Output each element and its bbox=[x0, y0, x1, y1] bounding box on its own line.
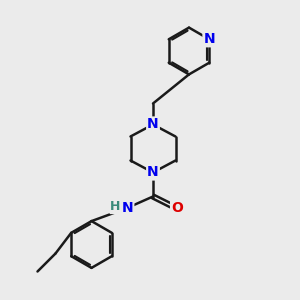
Text: N: N bbox=[203, 32, 215, 46]
Text: N: N bbox=[147, 166, 159, 179]
Text: N: N bbox=[147, 118, 159, 131]
Text: H: H bbox=[110, 200, 121, 214]
Text: N: N bbox=[122, 202, 133, 215]
Text: O: O bbox=[171, 202, 183, 215]
